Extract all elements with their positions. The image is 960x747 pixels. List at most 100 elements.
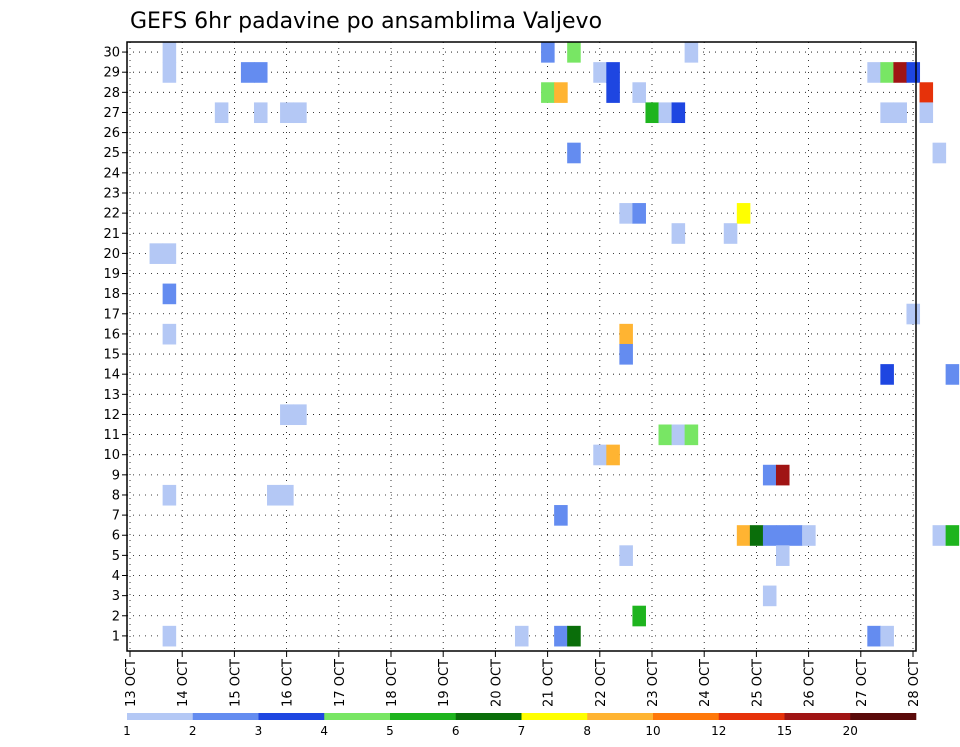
x-tick-label: 27 OCT: [855, 659, 870, 707]
y-tick-label: 19: [103, 267, 120, 282]
legend-swatch: [653, 713, 720, 720]
y-tick-label: 11: [103, 428, 120, 443]
y-tick-label: 20: [103, 247, 120, 262]
grid: [127, 42, 916, 651]
heatmap-cell: [162, 42, 177, 63]
y-tick-label: 8: [112, 488, 120, 503]
legend-label: 20: [843, 724, 858, 738]
x-tick-label: 24 OCT: [698, 659, 713, 707]
heatmap-cell: [240, 62, 255, 83]
y-tick-label: 3: [112, 589, 120, 604]
y-tick-label: 9: [112, 468, 120, 483]
x-tick-label: 23 OCT: [646, 659, 661, 707]
legend-swatch: [850, 713, 917, 720]
legend-swatch: [455, 713, 522, 720]
heatmap-cell: [867, 62, 881, 83]
legend-label: 2: [189, 724, 197, 738]
heatmap-cell: [945, 525, 960, 546]
heatmap-cell: [880, 625, 894, 647]
heatmap-cell: [919, 102, 934, 124]
heatmap-cell: [619, 323, 633, 345]
heatmap-cell: [945, 364, 960, 385]
heatmap-cell: [593, 444, 607, 466]
y-tick-label: 28: [103, 86, 120, 101]
y-tick-label: 18: [103, 287, 120, 302]
heatmap-cell: [802, 525, 816, 546]
heatmap-cell: [541, 82, 555, 103]
y-tick-label: 24: [103, 166, 120, 181]
heatmap-cell: [867, 625, 881, 647]
heatmap-cell: [775, 545, 790, 566]
x-tick-label: 13 OCT: [124, 659, 139, 707]
legend-label: 12: [711, 724, 726, 738]
x-tick-label: 20 OCT: [489, 659, 504, 707]
y-tick-label: 13: [103, 388, 120, 403]
legend-swatch: [324, 713, 391, 720]
x-tick-label: 28 OCT: [907, 659, 922, 707]
heatmap-cell: [280, 404, 294, 426]
heatmap-cell: [619, 203, 633, 224]
y-tick-label: 12: [103, 408, 120, 423]
y-tick-label: 25: [103, 146, 120, 161]
heatmap-cell: [762, 525, 777, 546]
y-tick-label: 7: [112, 509, 120, 524]
heatmap-cell: [162, 62, 177, 83]
heatmap-cell: [514, 625, 529, 647]
heatmap-cell: [606, 444, 620, 466]
heatmap-cell: [775, 525, 790, 546]
heatmap-cell: [554, 505, 568, 526]
y-tick-label: 30: [103, 46, 120, 61]
heatmap-cell: [606, 82, 620, 103]
legend-label: 5: [386, 724, 394, 738]
heatmap-cell: [293, 404, 307, 426]
x-tick-label: 17 OCT: [333, 659, 348, 707]
heatmap-cell: [162, 243, 177, 264]
heatmap-cell: [658, 102, 673, 124]
x-tick-label: 22 OCT: [594, 659, 609, 707]
heatmap-cell: [280, 484, 294, 506]
chart-title: GEFS 6hr padavine po ansamblima Valjevo: [130, 9, 602, 34]
heatmap-cell: [762, 464, 777, 486]
color-legend: 1 2 3 4 5 6 7 8 10 12 15 20: [123, 713, 917, 738]
heatmap-cell: [162, 323, 177, 345]
y-tick-label: 27: [103, 106, 120, 121]
heatmap-cell: [762, 585, 777, 607]
heatmap-cell: [736, 203, 751, 224]
heatmap-cell: [619, 343, 633, 365]
heatmap-cell: [632, 203, 646, 224]
heatmap-cell: [880, 102, 894, 124]
legend-swatch: [258, 713, 325, 720]
heatmap-cell: [906, 303, 921, 325]
y-tick-label: 4: [112, 569, 120, 584]
heatmap-cell: [214, 102, 229, 124]
y-tick-label: 29: [103, 66, 120, 81]
heatmap-cell: [775, 464, 790, 486]
heatmap-cell: [567, 625, 581, 647]
heatmap-cell: [253, 62, 268, 83]
legend-label: 4: [320, 724, 328, 738]
x-tick-label: 19 OCT: [437, 659, 452, 707]
heatmap-cell: [658, 424, 673, 446]
x-tick-label: 14 OCT: [176, 659, 191, 707]
legend-label: 1: [123, 724, 131, 738]
heatmap-cell: [162, 625, 177, 647]
heatmap-cell: [671, 424, 686, 446]
legend-label: 3: [255, 724, 263, 738]
y-tick-label: 21: [103, 227, 120, 242]
heatmap-cell: [162, 484, 177, 506]
legend-label: 15: [777, 724, 792, 738]
legend-swatch: [587, 713, 654, 720]
legend-label: 8: [583, 724, 591, 738]
heatmap-cell: [267, 484, 281, 506]
y-tick-label: 14: [103, 368, 120, 383]
y-tick-label: 1: [112, 629, 120, 644]
x-axis: 13 OCT 14 OCT 15 OCT 16 OCT 17 OCT 18 OCT 19 O…: [124, 651, 922, 707]
y-tick-label: 6: [112, 529, 120, 544]
heatmap-cell: [671, 102, 686, 124]
y-tick-label: 17: [103, 307, 120, 322]
heatmap-cell: [906, 62, 921, 83]
heatmap-cell: [162, 283, 177, 305]
heatmap-cell: [893, 62, 907, 83]
y-tick-label: 16: [103, 327, 120, 342]
